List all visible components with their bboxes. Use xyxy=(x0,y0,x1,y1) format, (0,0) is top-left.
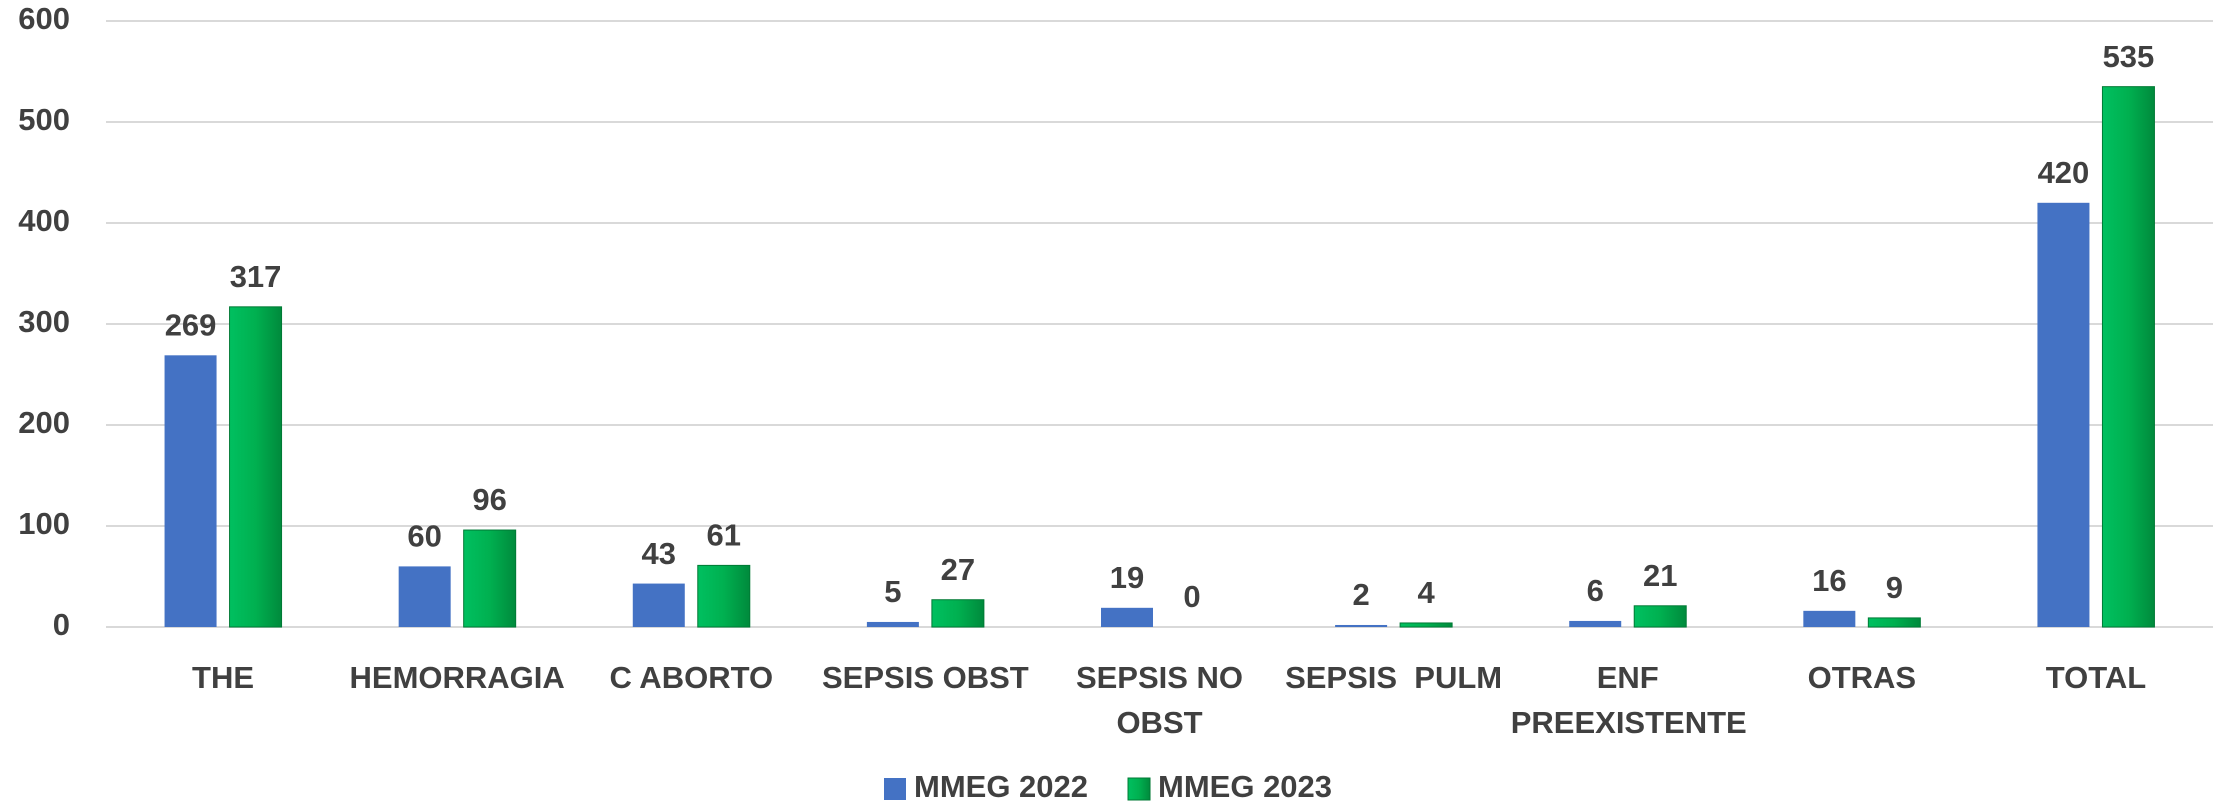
bar xyxy=(164,355,217,627)
data-label: 96 xyxy=(472,482,506,517)
y-tick-label: 200 xyxy=(18,405,70,440)
bar xyxy=(1399,622,1453,628)
data-label: 5 xyxy=(884,574,901,609)
x-tick-label: ENF PREEXISTENTE xyxy=(1510,660,1747,740)
y-tick-label: 0 xyxy=(53,607,70,642)
data-label: 0 xyxy=(1183,579,1200,614)
bar xyxy=(632,583,685,627)
legend-label: MMEG 2023 xyxy=(1158,769,1332,804)
bar xyxy=(1633,605,1687,628)
y-tick-label: 400 xyxy=(18,203,70,238)
y-tick-label: 500 xyxy=(18,102,70,137)
y-tick-label: 300 xyxy=(18,304,70,339)
y-tick-label: 100 xyxy=(18,506,70,541)
data-label: 19 xyxy=(1110,560,1144,595)
data-label: 61 xyxy=(707,518,741,553)
x-tick-label: TOTAL xyxy=(2045,660,2147,695)
data-label: 6 xyxy=(1587,573,1604,608)
bar xyxy=(1569,620,1622,627)
data-label: 60 xyxy=(407,519,441,554)
bar xyxy=(2101,86,2155,628)
bar xyxy=(1335,624,1388,627)
legend-label: MMEG 2022 xyxy=(914,769,1088,804)
x-tick-label: OTRAS xyxy=(1807,660,1917,695)
data-label: 269 xyxy=(165,307,217,342)
x-tick-label: C ABORTO xyxy=(609,660,774,695)
bar xyxy=(931,599,985,628)
data-label: 16 xyxy=(1812,563,1846,598)
data-label: 535 xyxy=(2103,39,2155,74)
bar xyxy=(1803,610,1856,627)
x-tick-label: HEMORRAGIA xyxy=(349,660,565,695)
data-label: 27 xyxy=(941,552,975,587)
data-label: 317 xyxy=(230,259,282,294)
x-tick-label: SEPSIS OBST xyxy=(822,660,1029,695)
bar xyxy=(866,621,919,627)
data-label: 2 xyxy=(1352,577,1369,612)
data-label: 21 xyxy=(1643,558,1677,593)
x-tick-label: SEPSIS NO OBST xyxy=(1075,660,1252,740)
legend-swatch xyxy=(1127,777,1151,801)
legend-swatch xyxy=(884,778,906,800)
bar xyxy=(229,306,283,628)
bar xyxy=(463,529,517,628)
data-label: 4 xyxy=(1417,575,1435,610)
data-label: 420 xyxy=(2038,155,2090,190)
bar xyxy=(1867,617,1921,628)
data-label: 43 xyxy=(642,536,676,571)
data-label: 9 xyxy=(1886,570,1903,605)
y-tick-label: 600 xyxy=(18,1,70,36)
bar xyxy=(2037,202,2090,628)
x-tick-label: SEPSIS PULM xyxy=(1285,660,1503,695)
bar xyxy=(697,564,751,628)
x-tick-label: THE xyxy=(192,660,255,695)
bar xyxy=(1101,607,1153,627)
bar xyxy=(398,566,451,627)
